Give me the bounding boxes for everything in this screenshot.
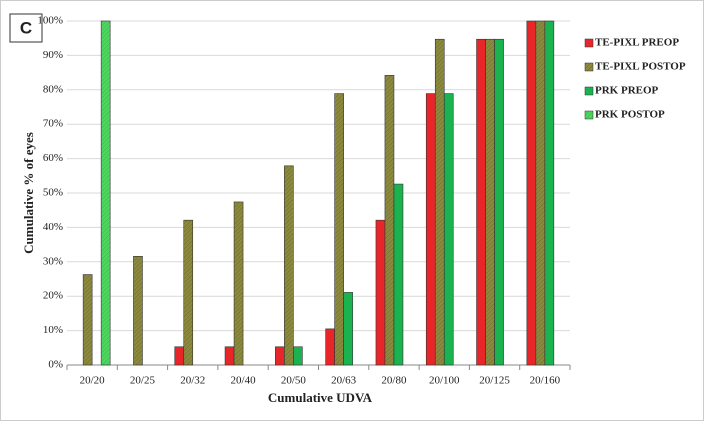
- bar: [334, 93, 344, 366]
- y-axis-label: Cumulative % of eyes: [21, 132, 36, 254]
- legend-swatch: [584, 62, 594, 72]
- bar: [494, 38, 504, 366]
- legend-swatch: [584, 38, 594, 48]
- bar: [133, 255, 143, 366]
- bar: [82, 274, 93, 366]
- y-tick-label: 20%: [43, 290, 63, 302]
- y-tick-label: 80%: [43, 83, 63, 95]
- bar: [275, 346, 285, 366]
- x-tick-label: 20/50: [281, 375, 307, 387]
- y-tick-label: 100%: [37, 15, 63, 27]
- bar: [325, 328, 335, 366]
- x-tick-label: 20/32: [180, 375, 205, 387]
- bar: [100, 20, 111, 366]
- y-tick-label: 0%: [48, 359, 63, 371]
- x-tick-label: 20/125: [479, 375, 510, 387]
- bar: [393, 183, 404, 366]
- bar: [425, 93, 436, 366]
- y-tick-label: 50%: [43, 187, 63, 199]
- y-tick-label: 60%: [43, 152, 63, 164]
- bar: [544, 20, 555, 366]
- legend-label: PRK POSTOP: [595, 109, 665, 121]
- x-tick-label: 20/63: [331, 375, 357, 387]
- bar: [384, 75, 395, 366]
- legend-label: TE-PIXL POSTOP: [595, 61, 686, 73]
- bar: [224, 346, 235, 366]
- bar: [293, 346, 303, 366]
- bar: [284, 165, 294, 366]
- bar: [233, 201, 244, 366]
- legend-swatch: [584, 86, 594, 96]
- x-tick-label: 20/100: [429, 375, 460, 387]
- bar: [476, 38, 486, 366]
- x-tick-label: 20/40: [231, 375, 257, 387]
- bar: [375, 219, 386, 366]
- legend-label: TE-PIXL PREOP: [595, 37, 679, 49]
- bar: [183, 219, 194, 366]
- bar: [343, 292, 353, 366]
- x-tick-label: 20/20: [80, 375, 106, 387]
- x-tick-label: 20/80: [381, 375, 407, 387]
- y-tick-label: 10%: [43, 324, 63, 336]
- panel-box: [9, 13, 43, 43]
- bar: [526, 20, 537, 366]
- y-tick-label: 30%: [43, 255, 63, 267]
- legend-label: PRK PREOP: [595, 85, 659, 97]
- bar: [485, 38, 495, 366]
- x-tick-label: 20/25: [130, 375, 156, 387]
- x-axis-label: Cumulative UDVA: [268, 390, 373, 405]
- x-tick-label: 20/160: [530, 375, 561, 387]
- bar: [535, 20, 546, 366]
- y-tick-label: 90%: [43, 49, 63, 61]
- bar: [443, 93, 454, 366]
- bar: [434, 38, 445, 366]
- panel-label: C: [20, 18, 32, 37]
- bar: [174, 346, 185, 366]
- y-tick-label: 70%: [43, 118, 63, 130]
- y-tick-label: 40%: [43, 221, 63, 233]
- legend-swatch: [584, 110, 594, 120]
